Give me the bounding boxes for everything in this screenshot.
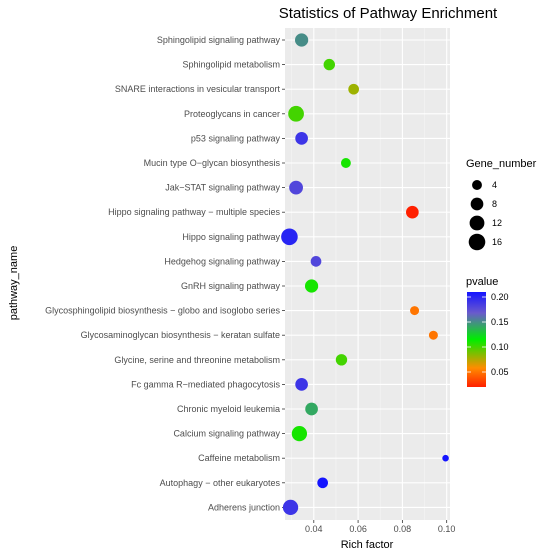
data-point bbox=[340, 158, 351, 168]
data-point bbox=[348, 83, 360, 95]
x-axis-ticks: 0.04 0.06 0.08 0.10 bbox=[305, 520, 455, 534]
plot-panel bbox=[285, 28, 450, 520]
size-legend-label: 16 bbox=[492, 237, 502, 247]
size-legend-dot bbox=[470, 197, 484, 211]
data-point bbox=[310, 256, 322, 267]
color-bar bbox=[467, 292, 486, 387]
data-point bbox=[281, 228, 298, 246]
x-axis-label: Rich factor bbox=[341, 539, 394, 551]
y-tick-label: Sphingolipid metabolism bbox=[182, 60, 280, 70]
y-tick-label: Caffeine metabolism bbox=[198, 453, 280, 463]
chart-title: Statistics of Pathway Enrichment bbox=[279, 5, 498, 22]
data-point bbox=[406, 205, 419, 219]
grid-lines bbox=[285, 28, 450, 520]
color-legend-title: pvalue bbox=[466, 276, 498, 288]
y-axis-label: pathway_name bbox=[8, 246, 20, 321]
y-tick-label: Hippo signaling pathway bbox=[182, 232, 280, 242]
y-tick-label: Mucin type O−glycan biosynthesis bbox=[144, 158, 281, 168]
data-point bbox=[442, 454, 449, 462]
color-legend-label: 0.05 bbox=[491, 367, 509, 377]
y-tick-label: SNARE interactions in vesicular transpor… bbox=[115, 84, 281, 94]
data-point bbox=[291, 425, 308, 442]
data-point bbox=[288, 105, 304, 122]
size-legend: Gene_number 4 8 12 16 bbox=[466, 158, 537, 251]
data-point bbox=[304, 279, 319, 293]
x-tick-label: 0.04 bbox=[305, 524, 323, 534]
y-tick-label: Hippo signaling pathway − multiple speci… bbox=[108, 207, 280, 217]
y-tick-label: Calcium signaling pathway bbox=[173, 429, 280, 439]
y-tick-label: Hedgehog signaling pathway bbox=[164, 256, 280, 266]
color-legend-label: 0.15 bbox=[491, 317, 509, 327]
y-tick-label: Jak−STAT signaling pathway bbox=[165, 183, 280, 193]
y-tick-label: Chronic myeloid leukemia bbox=[177, 404, 280, 414]
data-point bbox=[282, 499, 299, 516]
color-legend-ticks: 0.05 0.10 0.15 0.20 bbox=[467, 292, 509, 377]
data-point bbox=[317, 477, 328, 489]
data-point bbox=[295, 132, 308, 145]
y-tick-label: Adherens junction bbox=[208, 502, 280, 512]
data-point bbox=[335, 354, 348, 366]
y-tick-label: Glycosphingolipid biosynthesis − globo a… bbox=[45, 306, 280, 316]
color-legend-label: 0.20 bbox=[491, 292, 509, 302]
size-legend-title: Gene_number bbox=[466, 158, 537, 170]
y-tick-label: Proteoglycans in cancer bbox=[184, 109, 280, 119]
x-tick-label: 0.08 bbox=[394, 524, 412, 534]
y-tick-label: p53 signaling pathway bbox=[191, 133, 281, 143]
data-points bbox=[281, 33, 449, 516]
y-tick-label: Glycosaminoglycan biosynthesis − keratan… bbox=[81, 330, 280, 340]
data-point bbox=[294, 33, 309, 47]
size-legend-label: 4 bbox=[492, 180, 497, 190]
size-legend-dot bbox=[469, 215, 485, 231]
data-point bbox=[295, 378, 308, 391]
y-tick-label: GnRH signaling pathway bbox=[181, 281, 281, 291]
data-point bbox=[428, 330, 438, 340]
y-tick-label: Autophagy − other eukaryotes bbox=[160, 478, 281, 488]
size-legend-label: 12 bbox=[492, 218, 502, 228]
data-point bbox=[305, 402, 318, 416]
color-legend: pvalue 0.05 0.10 0.15 0.20 bbox=[466, 276, 509, 387]
y-tick-label: Sphingolipid signaling pathway bbox=[157, 35, 281, 45]
data-point bbox=[410, 306, 420, 316]
x-tick-label: 0.10 bbox=[438, 524, 456, 534]
size-legend-items: 4 8 12 16 bbox=[468, 180, 502, 251]
y-tick-label: Fc gamma R−mediated phagocytosis bbox=[131, 379, 280, 389]
size-legend-dot bbox=[472, 180, 482, 190]
color-legend-label: 0.10 bbox=[491, 342, 509, 352]
y-tick-label: Glycine, serine and threonine metabolism bbox=[114, 355, 280, 365]
x-tick-label: 0.06 bbox=[349, 524, 367, 534]
size-legend-label: 8 bbox=[492, 199, 497, 209]
data-point bbox=[323, 58, 335, 71]
y-axis-ticks: Sphingolipid signaling pathway Sphingolip… bbox=[45, 35, 285, 512]
data-point bbox=[289, 180, 303, 195]
size-legend-dot bbox=[468, 233, 486, 251]
